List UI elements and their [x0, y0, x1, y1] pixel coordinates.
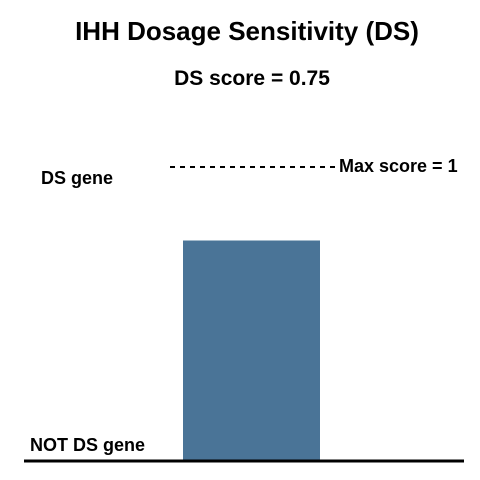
ds-score-bar	[183, 240, 320, 461]
bar-group	[183, 240, 320, 461]
ds-gene-label: DS gene	[41, 168, 113, 188]
max-score-label: Max score = 1	[339, 156, 458, 176]
not-ds-gene-label: NOT DS gene	[30, 435, 145, 455]
chart-subtitle: DS score = 0.75	[174, 67, 330, 90]
chart-title: IHH Dosage Sensitivity (DS)	[75, 16, 419, 46]
